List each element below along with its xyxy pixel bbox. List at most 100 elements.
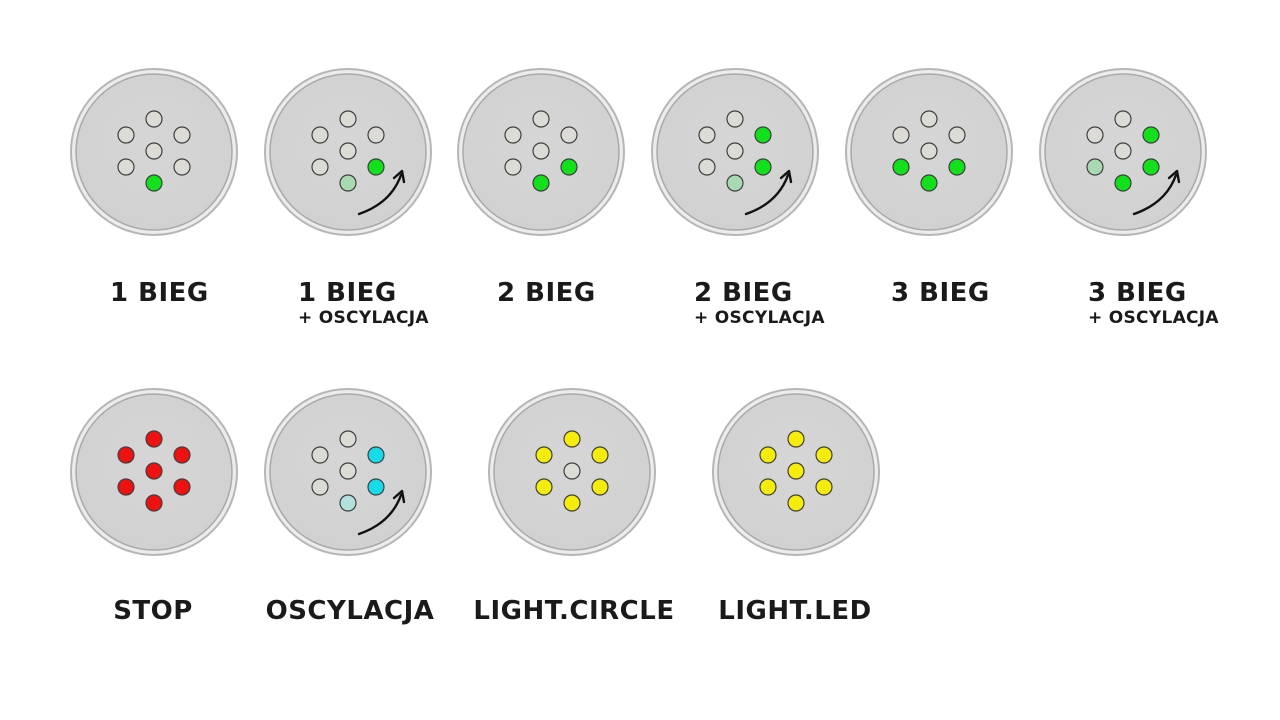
led-top-off bbox=[726, 110, 744, 128]
led-upper-right-yellow bbox=[591, 446, 609, 464]
led-top-red bbox=[145, 430, 163, 448]
led-upper-right-off bbox=[560, 126, 578, 144]
led-lower-left-yellow bbox=[535, 478, 553, 496]
led-lower-right-green bbox=[560, 158, 578, 176]
led-lower-left-yellow bbox=[759, 478, 777, 496]
led-upper-right-off bbox=[948, 126, 966, 144]
led-lower-right-green bbox=[1142, 158, 1160, 176]
led-bottom-green bbox=[145, 174, 163, 192]
led-upper-left-off bbox=[311, 126, 329, 144]
led-upper-left-yellow bbox=[535, 446, 553, 464]
led-bottom-green bbox=[1114, 174, 1132, 192]
control-disc bbox=[264, 388, 432, 556]
led-upper-right-green bbox=[1142, 126, 1160, 144]
led-upper-left-off bbox=[311, 446, 329, 464]
mode-label-3-bieg-oscylacja: 3 BIEG + OSCYLACJA bbox=[1088, 278, 1219, 328]
led-lower-left-off bbox=[311, 478, 329, 496]
led-bottom-red bbox=[145, 494, 163, 512]
panel-1-bieg bbox=[69, 67, 239, 237]
mode-label-main: STOP bbox=[113, 596, 193, 626]
mode-label-1-bieg-oscylacja: 1 BIEG + OSCYLACJA bbox=[298, 278, 429, 328]
panel-1-bieg-oscylacja bbox=[263, 67, 433, 237]
mode-label-3-bieg: 3 BIEG bbox=[891, 278, 990, 308]
mode-label-main: 1 BIEG bbox=[110, 278, 209, 308]
control-disc bbox=[845, 68, 1013, 236]
led-bottom-cyan-dim bbox=[339, 494, 357, 512]
led-lower-left-off bbox=[504, 158, 522, 176]
led-lower-right-yellow bbox=[591, 478, 609, 496]
led-lower-right-cyan bbox=[367, 478, 385, 496]
led-upper-right-off bbox=[173, 126, 191, 144]
panel-2-bieg bbox=[456, 67, 626, 237]
led-lower-left-green-dim bbox=[1086, 158, 1104, 176]
led-upper-left-off bbox=[1086, 126, 1104, 144]
control-disc bbox=[70, 388, 238, 556]
led-upper-left-yellow bbox=[759, 446, 777, 464]
mode-label-main: 3 BIEG bbox=[891, 278, 990, 308]
led-upper-left-red bbox=[117, 446, 135, 464]
led-lower-left-off bbox=[698, 158, 716, 176]
led-upper-left-off bbox=[892, 126, 910, 144]
mode-label-main: LIGHT.LED bbox=[718, 596, 872, 626]
mode-label-main: OSCYLACJA bbox=[265, 596, 435, 626]
led-lower-right-yellow bbox=[815, 478, 833, 496]
led-top-off bbox=[339, 110, 357, 128]
led-lower-right-green bbox=[754, 158, 772, 176]
led-center-off bbox=[726, 142, 744, 160]
control-disc bbox=[264, 68, 432, 236]
panel-stop bbox=[69, 387, 239, 557]
led-lower-right-red bbox=[173, 478, 191, 496]
mode-label-2-bieg: 2 BIEG bbox=[497, 278, 596, 308]
led-bottom-yellow bbox=[787, 494, 805, 512]
led-center-off bbox=[145, 142, 163, 160]
led-center-off bbox=[532, 142, 550, 160]
led-center-red bbox=[145, 462, 163, 480]
led-upper-left-off bbox=[698, 126, 716, 144]
led-upper-left-off bbox=[117, 126, 135, 144]
led-lower-left-red bbox=[117, 478, 135, 496]
led-lower-left-off bbox=[311, 158, 329, 176]
led-top-off bbox=[532, 110, 550, 128]
led-top-off bbox=[145, 110, 163, 128]
led-upper-right-green bbox=[754, 126, 772, 144]
mode-label-main: LIGHT.CIRCLE bbox=[473, 596, 675, 626]
led-upper-right-cyan bbox=[367, 446, 385, 464]
led-upper-right-red bbox=[173, 446, 191, 464]
led-lower-left-green bbox=[892, 158, 910, 176]
led-center-off bbox=[563, 462, 581, 480]
led-bottom-green bbox=[532, 174, 550, 192]
panel-3-bieg-oscylacja bbox=[1038, 67, 1208, 237]
oscillation-arrow-icon bbox=[357, 489, 406, 536]
control-disc bbox=[712, 388, 880, 556]
panel-oscylacja bbox=[263, 387, 433, 557]
mode-label-2-bieg-oscylacja: 2 BIEG + OSCYLACJA bbox=[694, 278, 825, 328]
control-disc bbox=[70, 68, 238, 236]
oscillation-arrow-icon bbox=[1132, 169, 1181, 216]
mode-label-sub: + OSCYLACJA bbox=[694, 308, 825, 328]
led-upper-right-yellow bbox=[815, 446, 833, 464]
led-bottom-green-dim bbox=[726, 174, 744, 192]
control-disc bbox=[1039, 68, 1207, 236]
mode-label-main: 3 BIEG bbox=[1088, 278, 1187, 308]
led-center-off bbox=[339, 142, 357, 160]
led-center-yellow bbox=[787, 462, 805, 480]
led-lower-right-off bbox=[173, 158, 191, 176]
mode-label-main: 2 BIEG bbox=[497, 278, 596, 308]
led-top-off bbox=[1114, 110, 1132, 128]
mode-label-1-bieg: 1 BIEG bbox=[110, 278, 209, 308]
led-center-off bbox=[1114, 142, 1132, 160]
led-top-yellow bbox=[787, 430, 805, 448]
led-upper-right-off bbox=[367, 126, 385, 144]
led-center-off bbox=[339, 462, 357, 480]
led-upper-left-off bbox=[504, 126, 522, 144]
mode-label-oscylacja: OSCYLACJA bbox=[266, 596, 435, 626]
led-bottom-green-dim bbox=[339, 174, 357, 192]
led-lower-right-green bbox=[948, 158, 966, 176]
led-bottom-green bbox=[920, 174, 938, 192]
led-bottom-yellow bbox=[563, 494, 581, 512]
mode-label-main: 2 BIEG bbox=[694, 278, 793, 308]
panel-2-bieg-oscylacja bbox=[650, 67, 820, 237]
mode-label-sub: + OSCYLACJA bbox=[1088, 308, 1219, 328]
led-top-off bbox=[920, 110, 938, 128]
led-lower-left-off bbox=[117, 158, 135, 176]
